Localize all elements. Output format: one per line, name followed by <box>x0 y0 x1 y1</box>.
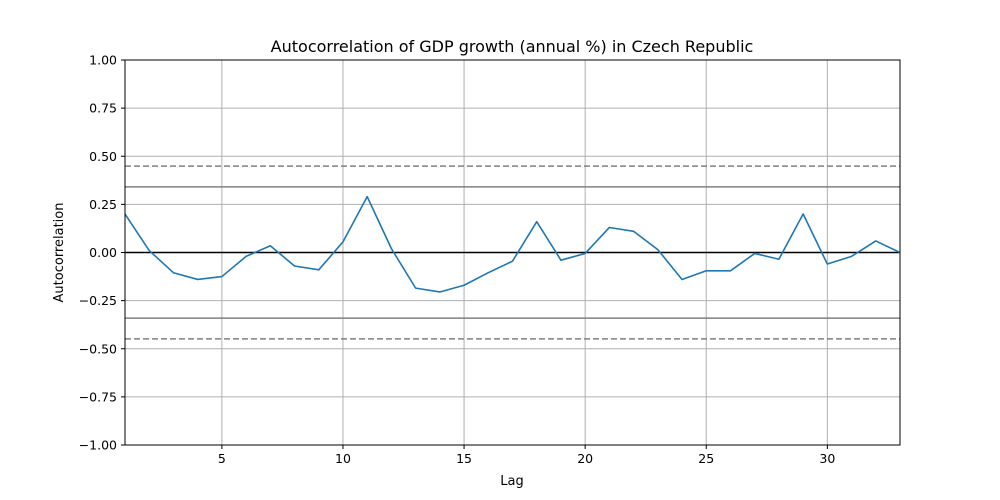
series-layer <box>124 195 901 293</box>
x-tick-label: 10 <box>335 451 351 466</box>
x-tick-label: 20 <box>577 451 593 466</box>
y-tick-label: −0.50 <box>79 341 117 356</box>
x-tick-label: 15 <box>456 451 472 466</box>
x-tick-label: 30 <box>819 451 835 466</box>
reference-lines <box>125 165 900 340</box>
y-tick-label: 0.75 <box>89 101 117 116</box>
x-axis-ticks: 5 10 15 20 25 30 <box>218 445 835 466</box>
chart-title: Autocorrelation of GDP growth (annual %)… <box>271 37 754 56</box>
y-tick-label: −1.00 <box>79 438 117 453</box>
y-tick-label: −0.25 <box>79 293 117 308</box>
x-tick-label: 5 <box>218 451 226 466</box>
y-tick-label: 0.50 <box>89 149 117 164</box>
acf-series-line <box>124 195 901 293</box>
y-axis-label: Autocorrelation <box>52 203 67 303</box>
x-axis-label: Lag <box>500 474 523 489</box>
y-tick-label: 1.00 <box>89 53 117 68</box>
y-tick-label: 0.00 <box>89 245 117 260</box>
y-tick-label: 0.25 <box>89 197 117 212</box>
x-tick-label: 25 <box>698 451 714 466</box>
y-tick-label: −0.75 <box>79 389 117 404</box>
y-axis-ticks: −1.00 −0.75 −0.50 −0.25 0.00 0.25 0.50 0.75 1.00 <box>79 53 125 453</box>
